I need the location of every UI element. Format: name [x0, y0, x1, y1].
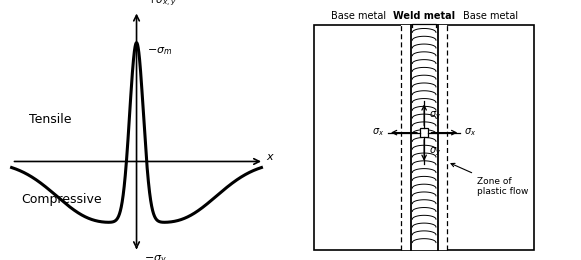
Text: Compressive: Compressive: [21, 193, 102, 206]
Text: $+\sigma_{x, y}$: $+\sigma_{x, y}$: [146, 0, 176, 8]
Bar: [401, 25, 447, 250]
Text: Base metal: Base metal: [462, 11, 518, 21]
Text: $-\sigma_y$: $-\sigma_y$: [144, 254, 167, 260]
Text: Tensile: Tensile: [29, 113, 71, 126]
Text: $\sigma_x$: $\sigma_x$: [464, 127, 476, 139]
Text: $-\sigma_m$: $-\sigma_m$: [146, 45, 172, 57]
Text: Weld metal: Weld metal: [393, 11, 455, 21]
Text: $\sigma_y$: $\sigma_y$: [429, 145, 441, 158]
Text: Zone of
plastic flow: Zone of plastic flow: [451, 163, 528, 196]
Text: Base metal: Base metal: [331, 11, 386, 21]
Text: $\sigma_x$: $\sigma_x$: [372, 127, 385, 139]
Bar: [420, 128, 428, 137]
Text: $\sigma_y$: $\sigma_y$: [429, 110, 441, 122]
Text: $x$: $x$: [267, 152, 275, 162]
